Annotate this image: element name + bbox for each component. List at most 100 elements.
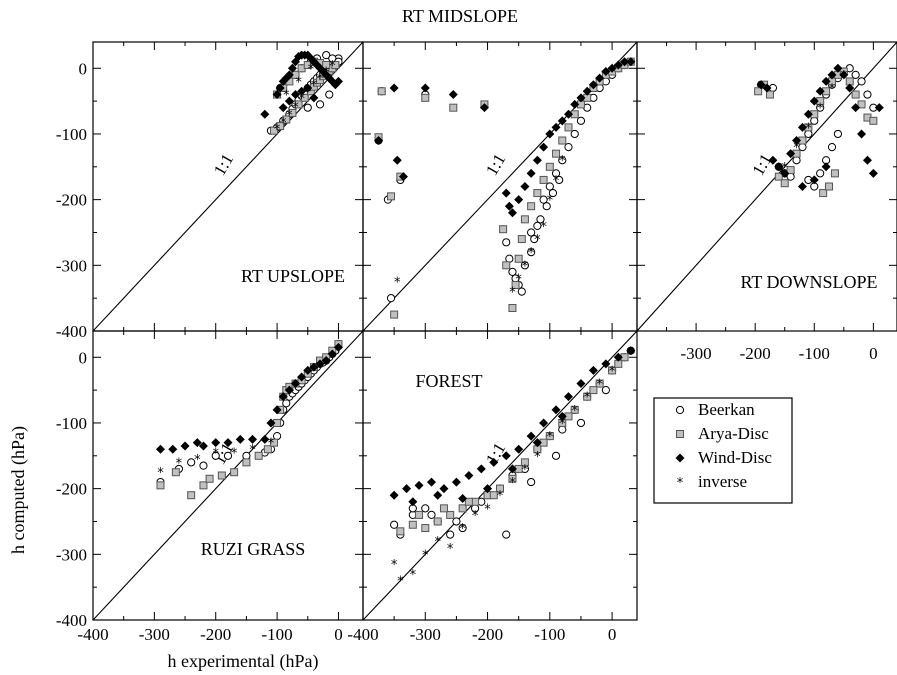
point-wind-disc bbox=[588, 80, 598, 90]
point-arya-disc bbox=[408, 520, 417, 529]
point-wind-disc bbox=[389, 490, 399, 500]
point-arya-disc bbox=[396, 527, 405, 536]
panel-label: RT DOWNSLOPE bbox=[740, 272, 877, 292]
point-inverse: * bbox=[497, 489, 504, 504]
x-tick-label: -200 bbox=[200, 625, 231, 644]
point-wind-disc bbox=[402, 484, 412, 494]
point-wind-disc bbox=[539, 418, 549, 428]
point-beerkan bbox=[390, 520, 399, 529]
x-tick-label: -300 bbox=[410, 625, 441, 644]
point-wind-disc bbox=[374, 136, 384, 146]
point-arya-disc bbox=[446, 510, 455, 519]
panel-rt-midslope: 1:1********** bbox=[362, 41, 638, 332]
point-wind-disc bbox=[284, 96, 294, 106]
point-arya-disc bbox=[377, 87, 386, 96]
point-arya-disc bbox=[545, 162, 554, 171]
point-wind-disc bbox=[839, 70, 849, 80]
point-beerkan bbox=[187, 458, 196, 467]
y-tick-label: 0 bbox=[79, 59, 88, 78]
point-wind-disc bbox=[768, 155, 778, 165]
point-wind-disc bbox=[613, 60, 623, 70]
panels-group: 1:10-100-200-300-400* **** * * * * ****RT UPSL… bbox=[56, 41, 897, 644]
point-inverse: * bbox=[534, 233, 541, 248]
point-wind-disc bbox=[303, 83, 313, 93]
point-wind-disc bbox=[414, 480, 424, 490]
point-beerkan bbox=[421, 504, 430, 513]
point-wind-disc bbox=[248, 434, 258, 444]
point-beerkan bbox=[322, 51, 331, 60]
point-wind-disc bbox=[514, 195, 524, 205]
point-arya-disc bbox=[754, 87, 763, 96]
point-inverse: * bbox=[596, 378, 603, 393]
points: * **** * * * * **** bbox=[260, 50, 343, 138]
point-beerkan bbox=[502, 238, 511, 247]
point-wind-disc bbox=[868, 168, 878, 178]
point-arya-disc bbox=[558, 136, 567, 145]
y-tick-label: -200 bbox=[56, 480, 87, 499]
point-wind-disc bbox=[451, 477, 461, 487]
point-wind-disc bbox=[278, 103, 288, 113]
point-inverse: * bbox=[194, 453, 201, 468]
point-beerkan bbox=[570, 129, 579, 139]
point-arya-disc bbox=[464, 497, 473, 506]
point-wind-disc bbox=[857, 129, 867, 139]
point-beerkan bbox=[223, 451, 233, 460]
point-wind-disc bbox=[501, 188, 511, 198]
point-arya-disc bbox=[331, 60, 340, 69]
point-wind-disc bbox=[821, 162, 831, 172]
y-tick-label: -300 bbox=[56, 256, 87, 275]
point-beerkan bbox=[539, 195, 548, 204]
point-wind-disc bbox=[564, 392, 573, 402]
point-wind-disc bbox=[809, 96, 819, 106]
x-tick-label: -100 bbox=[799, 344, 830, 363]
point-arya-disc bbox=[230, 468, 239, 477]
point-wind-disc bbox=[284, 385, 294, 395]
point-wind-disc bbox=[272, 90, 282, 100]
point-wind-disc bbox=[626, 57, 636, 67]
point-arya-disc bbox=[857, 100, 866, 109]
point-inverse: * bbox=[410, 568, 417, 583]
point-beerkan bbox=[792, 156, 801, 165]
point-arya-disc bbox=[205, 474, 214, 483]
point-wind-disc bbox=[235, 434, 245, 444]
point-wind-disc bbox=[862, 155, 872, 165]
panel-rt-upslope: 1:10-100-200-300-400* **** * * * * ****RT UPSL… bbox=[56, 41, 364, 341]
legend-box bbox=[653, 397, 793, 504]
point-inverse: * bbox=[397, 575, 404, 590]
one-to-one-line bbox=[93, 42, 363, 331]
point-arya-disc bbox=[421, 93, 430, 102]
point-wind-disc bbox=[851, 103, 861, 113]
point-inverse: * bbox=[422, 548, 429, 563]
point-inverse: * bbox=[547, 430, 554, 445]
figure-title: RT MIDSLOPE bbox=[402, 6, 518, 26]
point-wind-disc bbox=[874, 103, 884, 113]
point-wind-disc bbox=[192, 438, 202, 448]
point-wind-disc bbox=[821, 76, 831, 86]
point-arya-disc bbox=[449, 103, 458, 112]
panel-label: RT UPSLOPE bbox=[241, 266, 345, 286]
point-beerkan bbox=[427, 510, 436, 520]
legend-marker-beerkan bbox=[675, 405, 685, 415]
point-wind-disc bbox=[333, 342, 343, 352]
point-wind-disc bbox=[439, 484, 449, 494]
point-wind-disc bbox=[392, 155, 402, 165]
point-wind-disc bbox=[803, 109, 813, 119]
point-arya-disc bbox=[499, 225, 508, 234]
point-arya-disc bbox=[514, 254, 523, 263]
point-beerkan bbox=[548, 188, 558, 198]
point-wind-disc bbox=[479, 103, 489, 113]
points: * * * * * * * bbox=[156, 340, 343, 500]
legend-items: Beerkan Arya-Disc Wind-Disc * inverse bbox=[675, 400, 772, 491]
point-arya-disc bbox=[508, 304, 517, 313]
point-wind-disc bbox=[156, 444, 165, 454]
one-to-one-label: 1:1 bbox=[210, 150, 237, 178]
x-tick-label: -100 bbox=[534, 625, 565, 644]
point-wind-disc bbox=[278, 392, 288, 402]
point-inverse: * bbox=[609, 364, 616, 379]
point-wind-disc bbox=[504, 201, 514, 211]
x-tick-label: -200 bbox=[740, 344, 771, 363]
x-axis-label: h experimental (hPa) bbox=[168, 651, 319, 672]
point-beerkan bbox=[833, 129, 843, 139]
point-arya-disc bbox=[254, 451, 263, 460]
